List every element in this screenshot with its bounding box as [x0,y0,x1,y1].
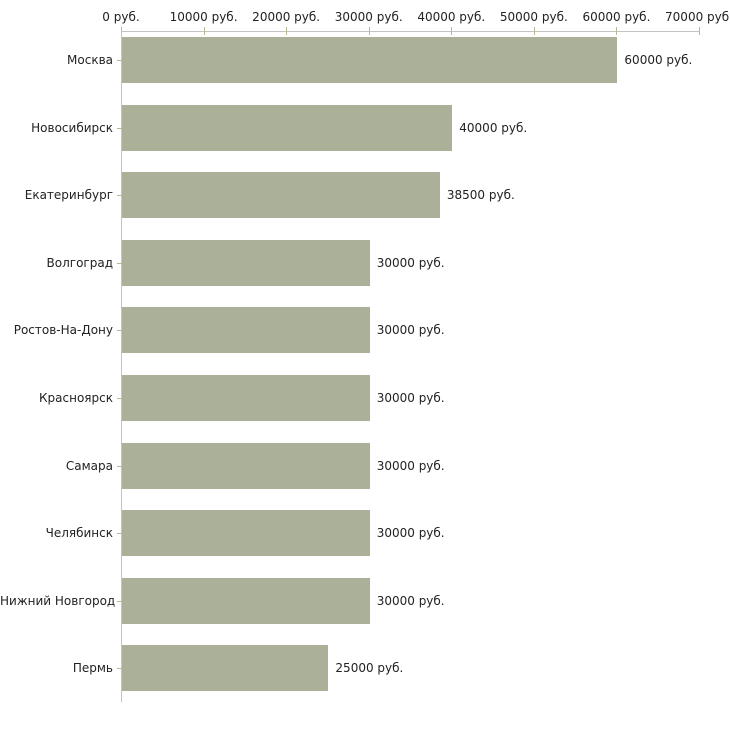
value-label: 30000 руб. [376,323,445,338]
x-tick [451,27,453,35]
x-tick [533,27,535,35]
category-label: Красноярск [39,391,113,405]
x-tick [699,27,700,35]
value-label: 25000 руб. [335,661,404,676]
category-label: Самара [65,458,113,473]
category-label: Москва [67,53,113,67]
category-label: Новосибирск [31,120,113,135]
x-tick [286,27,288,35]
category-label: Пермь [72,661,113,676]
y-tick [117,127,125,129]
x-tick-label: 60000 руб. [582,10,651,24]
bar [122,510,370,557]
category-label: Нижний Новгород [0,593,116,608]
x-tick [368,27,370,35]
y-tick [117,398,125,399]
value-label: 30000 руб. [376,593,445,608]
value-label: 30000 руб. [376,255,445,270]
x-tick-label: 30000 руб. [334,10,403,24]
y-tick [117,60,125,61]
bar [122,307,370,354]
bar [122,577,370,624]
bar [122,239,370,286]
x-tick-label: 40000 руб. [417,10,486,24]
x-tick-label: 20000 руб. [252,10,321,24]
value-label: 60000 руб. [624,53,693,67]
x-tick [203,27,205,35]
bar [122,37,618,83]
bar [122,104,453,151]
category-label: Ростов-На-Дону [13,323,113,338]
x-tick [616,27,618,35]
category-label: Екатеринбург [24,188,113,203]
category-label: Волгоград [46,255,113,270]
value-label: 30000 руб. [376,391,445,405]
value-label: 40000 руб. [459,120,528,135]
y-tick [117,330,125,332]
bar [122,645,329,692]
x-axis-line [121,31,700,32]
y-tick [117,262,125,264]
y-axis-line [121,31,122,703]
bar [122,442,370,489]
category-label: Челябинск [45,526,113,541]
value-label: 38500 руб. [446,188,515,203]
y-tick [117,533,125,535]
y-tick [117,195,125,197]
x-tick-label: 70000 руб. [665,10,730,24]
x-tick-label: 50000 руб. [499,10,568,24]
bar [122,375,370,421]
value-label: 30000 руб. [376,526,445,541]
y-tick [117,465,125,467]
y-tick [117,600,125,602]
x-tick-label: 0 руб. [102,10,140,24]
x-tick-label: 10000 руб. [169,10,238,24]
value-label: 30000 руб. [376,458,445,473]
y-tick [117,668,125,670]
bar [122,172,440,219]
